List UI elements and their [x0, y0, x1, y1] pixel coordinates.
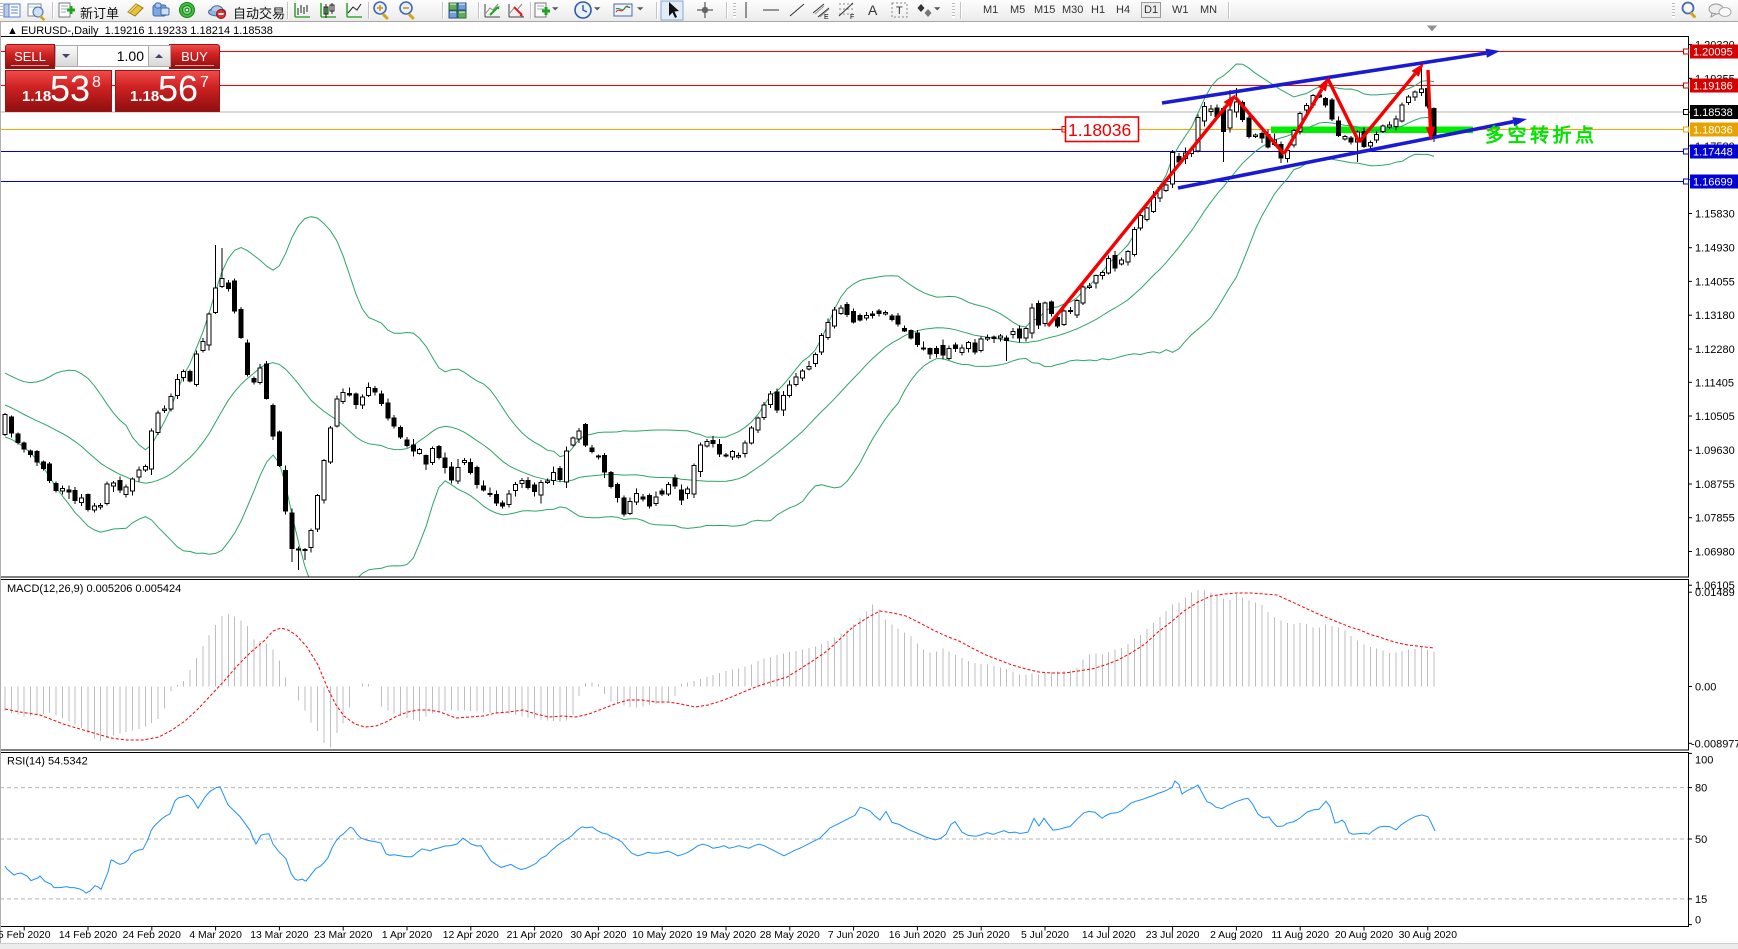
svg-text:23 Mar 2020: 23 Mar 2020 — [314, 930, 373, 941]
svg-text:1.16699: 1.16699 — [1693, 177, 1733, 189]
svg-text:多空转折点: 多空转折点 — [1485, 124, 1598, 147]
svg-text:1.17448: 1.17448 — [1693, 147, 1733, 159]
svg-text:MACD(12,26,9) 0.005206 0.00542: MACD(12,26,9) 0.005206 0.005424 — [7, 583, 181, 595]
svg-text:19 May 2020: 19 May 2020 — [696, 930, 756, 941]
svg-text:1.15830: 1.15830 — [1695, 209, 1735, 221]
svg-text:100: 100 — [1695, 755, 1713, 767]
svg-text:23 Jul 2020: 23 Jul 2020 — [1146, 930, 1200, 941]
svg-text:1.07855: 1.07855 — [1695, 513, 1735, 525]
svg-text:RSI(14) 54.5342: RSI(14) 54.5342 — [7, 756, 88, 768]
svg-text:7 Jun 2020: 7 Jun 2020 — [828, 930, 880, 941]
svg-text:A: A — [868, 2, 878, 18]
svg-text:5 Jul 2020: 5 Jul 2020 — [1021, 930, 1069, 941]
svg-text:30 Apr 2020: 30 Apr 2020 — [570, 930, 626, 941]
svg-text:E: E — [824, 14, 829, 21]
svg-text:1.11405: 1.11405 — [1695, 377, 1734, 389]
svg-text:1.12280: 1.12280 — [1695, 344, 1735, 356]
svg-text:16 Jun 2020: 16 Jun 2020 — [889, 930, 946, 941]
svg-text:T: T — [896, 5, 903, 17]
svg-text:14 Feb 2020: 14 Feb 2020 — [59, 930, 118, 941]
svg-text:28 May 2020: 28 May 2020 — [760, 930, 820, 941]
svg-text:0.00: 0.00 — [1695, 682, 1716, 694]
svg-text:11 Aug 2020: 11 Aug 2020 — [1271, 930, 1329, 941]
svg-text:0.01489: 0.01489 — [1695, 587, 1735, 599]
svg-text:F: F — [850, 14, 854, 21]
svg-text:1.18538: 1.18538 — [1693, 107, 1733, 119]
svg-text:1.06980: 1.06980 — [1695, 547, 1735, 559]
svg-text:80: 80 — [1695, 783, 1707, 795]
svg-text:24 Feb 2020: 24 Feb 2020 — [123, 930, 182, 941]
svg-text:1.14930: 1.14930 — [1695, 243, 1735, 255]
svg-text:1.18036: 1.18036 — [1068, 120, 1131, 140]
svg-text:1 Apr 2020: 1 Apr 2020 — [382, 930, 432, 941]
svg-text:30 Aug 2020: 30 Aug 2020 — [1399, 930, 1458, 941]
svg-text:4 Mar 2020: 4 Mar 2020 — [189, 930, 242, 941]
svg-text:-0.008977: -0.008977 — [1691, 738, 1738, 750]
svg-text:50: 50 — [1695, 834, 1707, 846]
svg-text:21 Apr 2020: 21 Apr 2020 — [507, 930, 563, 941]
svg-text:25 Jun 2020: 25 Jun 2020 — [953, 930, 1010, 941]
svg-text:5 Feb 2020: 5 Feb 2020 — [0, 930, 51, 941]
svg-text:1.09630: 1.09630 — [1695, 445, 1735, 457]
svg-text:15: 15 — [1695, 894, 1707, 906]
svg-text:1.19186: 1.19186 — [1693, 81, 1733, 93]
svg-text:12 Apr 2020: 12 Apr 2020 — [443, 930, 499, 941]
svg-text:20 Aug 2020: 20 Aug 2020 — [1335, 930, 1394, 941]
svg-text:0: 0 — [1695, 915, 1701, 927]
svg-text:1.10505: 1.10505 — [1695, 411, 1735, 423]
svg-text:10 May 2020: 10 May 2020 — [632, 930, 692, 941]
svg-text:1.13180: 1.13180 — [1695, 310, 1735, 322]
svg-text:1.20095: 1.20095 — [1693, 47, 1733, 59]
svg-text:1.14055: 1.14055 — [1695, 276, 1735, 288]
svg-text:1.08755: 1.08755 — [1695, 479, 1735, 491]
svg-text:1.06105: 1.06105 — [1695, 580, 1735, 592]
svg-text:14 Jul 2020: 14 Jul 2020 — [1082, 930, 1136, 941]
svg-text:2 Aug 2020: 2 Aug 2020 — [1210, 930, 1263, 941]
svg-text:1.18036: 1.18036 — [1693, 125, 1733, 137]
svg-text:13 Mar 2020: 13 Mar 2020 — [250, 930, 309, 941]
